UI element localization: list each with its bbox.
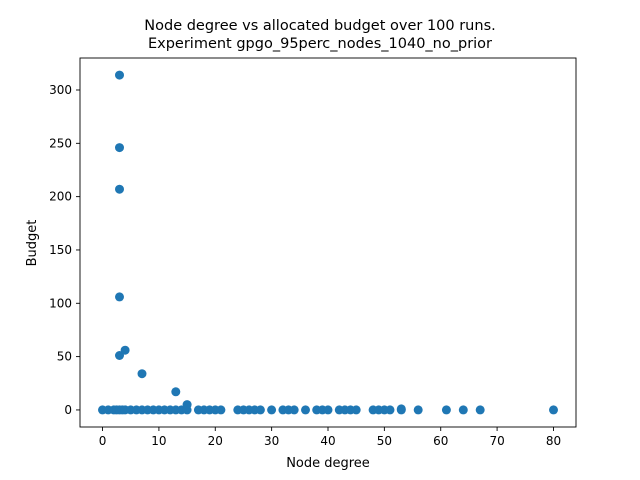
data-point (216, 405, 226, 415)
data-point (182, 400, 192, 410)
y-tick-label: 250 (49, 136, 72, 150)
data-point (323, 405, 333, 415)
plot-frame (79, 57, 577, 428)
x-axis-ticks: 0 10 20 30 40 50 60 70 80 (99, 427, 561, 448)
x-tick-label: 80 (546, 434, 561, 448)
y-tick-label: 0 (64, 403, 72, 417)
y-axis-label: Budget (25, 220, 40, 267)
x-tick-label: 0 (99, 434, 107, 448)
data-point (458, 405, 468, 415)
x-tick-label: 30 (264, 434, 279, 448)
data-point (120, 345, 130, 355)
data-point (385, 405, 395, 415)
data-point (115, 184, 124, 194)
x-tick-label: 20 (208, 434, 223, 448)
data-point (549, 405, 558, 415)
data-point (413, 405, 423, 415)
chart-title-line-2: Experiment gpgo_95perc_nodes_1040_no_pri… (147, 36, 493, 52)
x-tick-label: 70 (489, 434, 504, 448)
x-tick-label: 60 (433, 434, 448, 448)
data-point (301, 405, 310, 415)
data-point (267, 405, 277, 415)
data-point (396, 404, 406, 414)
data-point (289, 405, 299, 415)
data-point (115, 143, 124, 153)
data-point (115, 351, 124, 360)
y-tick-label: 50 (57, 350, 72, 364)
data-point (475, 405, 485, 415)
x-tick-label: 40 (320, 434, 335, 448)
data-point (255, 405, 265, 415)
chart-title-line-1: Node degree vs allocated budget over 100… (144, 18, 496, 34)
x-axis-label: Node degree (286, 456, 370, 471)
data-point (137, 369, 147, 379)
y-tick-label: 100 (49, 296, 72, 310)
x-tick-label: 10 (151, 434, 166, 448)
data-point (115, 70, 124, 80)
data-point (441, 405, 451, 415)
data-point (171, 387, 181, 397)
x-tick-label: 50 (377, 434, 392, 448)
y-axis-ticks: 0 50 100 150 200 250 300 (49, 83, 80, 417)
points-layer (98, 70, 558, 415)
data-point (351, 405, 361, 415)
data-point (115, 292, 124, 302)
y-tick-label: 300 (49, 83, 72, 97)
y-tick-label: 150 (49, 243, 72, 257)
y-tick-label: 200 (49, 190, 72, 204)
